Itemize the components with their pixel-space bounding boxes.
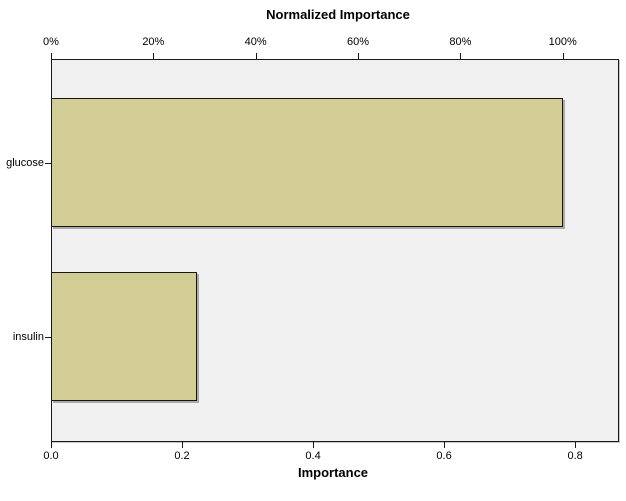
top-axis-tick-label: 100%	[548, 36, 577, 48]
top-axis-tick	[153, 53, 155, 59]
bottom-axis-tick	[182, 442, 184, 448]
x-axis-label: Importance	[297, 465, 369, 480]
top-axis-tick	[255, 53, 257, 59]
category-label-insulin: insulin	[12, 330, 44, 343]
top-axis-tick-label: 40%	[244, 36, 267, 48]
bottom-axis-tick-label: 0.6	[436, 450, 452, 462]
category-tick	[45, 336, 51, 338]
bottom-axis-tick	[313, 442, 315, 448]
bottom-axis-tick-label: 0.0	[43, 450, 59, 462]
bar-insulin	[51, 272, 197, 401]
category-label-glucose: glucose	[6, 156, 44, 169]
top-axis-tick	[358, 53, 360, 59]
bottom-axis-tick	[575, 442, 577, 448]
category-tick	[45, 162, 51, 164]
chart-title: Normalized Importance	[266, 7, 410, 22]
bottom-axis-tick	[51, 442, 52, 448]
top-axis-tick-label: 60%	[347, 36, 370, 48]
bottom-axis-tick-label: 0.4	[305, 450, 321, 462]
bottom-axis-tick-label: 0.8	[567, 450, 583, 462]
top-axis-tick	[51, 53, 52, 59]
bar-glucose	[51, 98, 563, 227]
top-axis-tick-label: 0%	[43, 36, 59, 48]
bottom-axis-tick	[444, 442, 446, 448]
top-axis-tick-label: 80%	[449, 36, 472, 48]
bottom-axis-tick-label: 0.2	[174, 450, 190, 462]
top-axis-tick	[562, 53, 564, 59]
top-axis-tick	[460, 53, 462, 59]
top-axis-tick-label: 20%	[142, 36, 165, 48]
